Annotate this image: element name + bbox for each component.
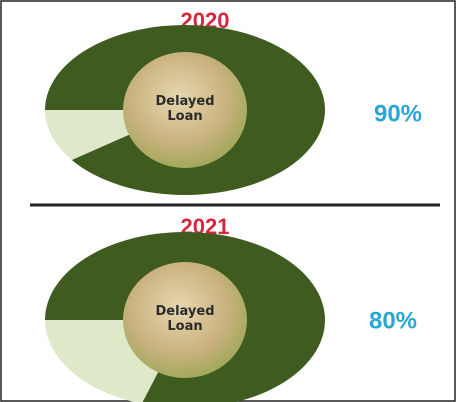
- center-image: [123, 262, 247, 378]
- center-label: Delayed Loan: [155, 304, 215, 334]
- center-label: Delayed Loan: [155, 94, 215, 124]
- value-label: 80%: [369, 307, 417, 334]
- center-label-box: Delayed Loan: [155, 94, 215, 124]
- center-image: [123, 52, 247, 168]
- value-label: 90%: [374, 100, 422, 127]
- center-label-box: Delayed Loan: [155, 304, 215, 334]
